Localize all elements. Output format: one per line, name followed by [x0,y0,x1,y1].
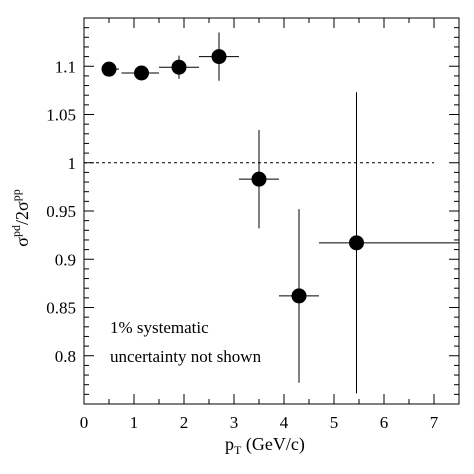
data-point [211,49,227,65]
data-point [291,288,307,304]
x-axis-label-sub: T [234,443,242,457]
y-axis-label: σpd/2σpp [9,189,32,246]
x-tick-label: 1 [130,413,139,432]
data-point [171,59,187,75]
data-point [349,235,364,251]
x-tick-label: 7 [430,413,439,432]
annotation-line-2: uncertainty not shown [110,347,262,366]
y-tick-label: 0.85 [46,299,76,318]
x-axis-label-rest: (GeV/c) [241,434,304,455]
x-tick-label: 2 [180,413,189,432]
annotation-line-1: 1% systematic [110,318,209,337]
y-axis-label-sigma1: σ [12,237,32,247]
x-axis-label: pT (GeV/c) [225,434,305,457]
y-axis-label-sup2: pp [9,189,23,201]
data-point [101,61,117,77]
y-tick-label: 0.8 [55,347,76,366]
x-tick-label: 0 [80,413,89,432]
y-tick-label: 1.1 [55,57,76,76]
data-point [251,171,267,187]
x-tick-label: 6 [380,413,389,432]
y-axis-label-sup1: pd [9,225,23,237]
x-tick-label: 4 [280,413,289,432]
y-tick-label: 0.95 [46,202,76,221]
data-point [134,65,149,81]
x-tick-label: 5 [330,413,339,432]
x-tick-label: 3 [230,413,239,432]
y-tick-label: 0.9 [55,250,76,269]
y-tick-label: 1 [68,154,77,173]
y-axis-label-mid: /2σ [12,201,32,225]
y-tick-label: 1.05 [46,106,76,125]
x-axis-label-main: p [225,434,234,454]
